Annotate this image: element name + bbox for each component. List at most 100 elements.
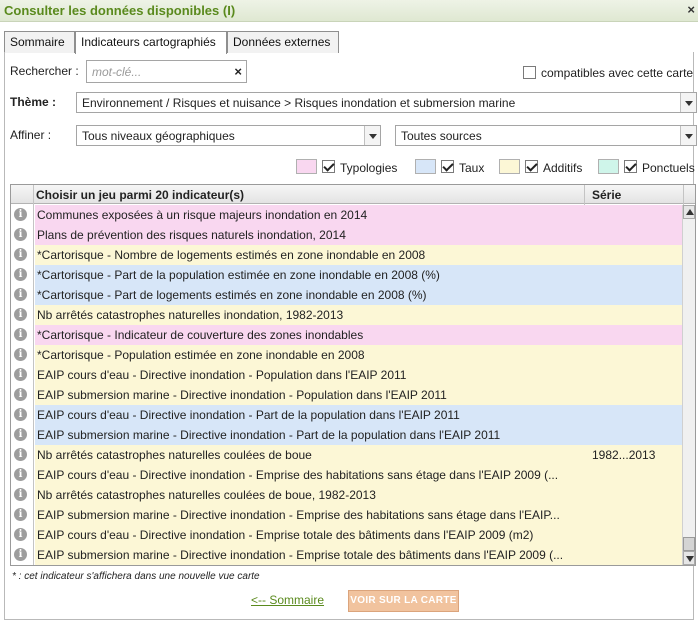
scroll-up-icon[interactable]	[683, 205, 695, 219]
additifs-checkbox[interactable]	[525, 160, 538, 173]
info-icon[interactable]: i	[14, 288, 27, 301]
indicator-row[interactable]: i *Cartorisque - Part de la population es…	[11, 265, 683, 285]
info-icon[interactable]: i	[14, 408, 27, 421]
row-background	[35, 385, 683, 405]
ponctuels-checkbox[interactable]	[624, 160, 637, 173]
tab-donnees-externes[interactable]: Données externes	[227, 31, 339, 53]
taux-checkbox[interactable]	[441, 160, 454, 173]
indicator-row[interactable]: i *Cartorisque - Part de logements estimé…	[11, 285, 683, 305]
ponctuels-swatch	[598, 159, 619, 174]
indicator-row[interactable]: i Nb arrêtés catastrophes naturelles coul…	[11, 485, 683, 505]
dialog-title: Consulter les données disponibles (I)	[4, 3, 236, 18]
indicator-name: *Cartorisque - Part de la population est…	[37, 268, 440, 282]
info-icon[interactable]: i	[14, 208, 27, 221]
indicator-row[interactable]: i EAIP submersion marine - Directive inon…	[11, 505, 683, 525]
indicator-row[interactable]: i EAIP cours d'eau - Directive inondation…	[11, 405, 683, 425]
search-label: Rechercher :	[10, 64, 79, 78]
grid-header: Choisir un jeu parmi 20 indicateur(s) Sé…	[11, 185, 695, 204]
row-background	[35, 365, 683, 385]
tab-sommaire[interactable]: Sommaire	[4, 31, 75, 53]
row-background	[35, 245, 683, 265]
row-background	[35, 225, 683, 245]
indicator-row[interactable]: i *Cartorisque - Population estimée en zo…	[11, 345, 683, 365]
clear-search-icon[interactable]: ×	[234, 64, 242, 79]
source-select[interactable]: Toutes sources	[395, 125, 697, 146]
info-icon[interactable]: i	[14, 548, 27, 561]
indicator-row[interactable]: i *Cartorisque - Indicateur de couverture…	[11, 325, 683, 345]
indicator-row[interactable]: i EAIP cours d'eau - Directive inondation…	[11, 365, 683, 385]
row-background	[35, 265, 683, 285]
compatible-checkbox[interactable]	[523, 66, 536, 79]
info-icon[interactable]: i	[14, 468, 27, 481]
indicator-row[interactable]: i Nb arrêtés catastrophes naturelles coul…	[11, 445, 683, 465]
close-icon[interactable]: ×	[687, 2, 695, 17]
row-background	[35, 345, 683, 365]
indicator-name: *Cartorisque - Nombre de logements estim…	[37, 248, 426, 262]
indicator-name: *Cartorisque - Indicateur de couverture …	[37, 328, 364, 342]
row-background	[35, 525, 683, 545]
info-icon[interactable]: i	[14, 388, 27, 401]
info-icon[interactable]: i	[14, 508, 27, 521]
indicator-row[interactable]: i EAIP submersion marine - Directive inon…	[11, 425, 683, 445]
indicator-name: Nb arrêtés catastrophes naturelles inond…	[37, 308, 344, 322]
info-icon[interactable]: i	[14, 268, 27, 281]
row-background	[35, 405, 683, 425]
indicator-row[interactable]: i EAIP submersion marine - Directive inon…	[11, 545, 683, 565]
serie-column-header[interactable]: Série	[592, 188, 622, 202]
indicator-serie: 1982...2013	[592, 448, 656, 462]
indicator-name: *Cartorisque - Part de logements estimés…	[37, 288, 427, 302]
indicator-name: EAIP submersion marine - Directive inond…	[37, 428, 501, 442]
info-icon[interactable]: i	[14, 448, 27, 461]
row-background	[35, 445, 683, 465]
indicator-row[interactable]: i Plans de prévention des risques naturel…	[11, 225, 683, 245]
chevron-down-icon[interactable]	[364, 126, 380, 145]
indicator-name: EAIP cours d'eau - Directive inondation …	[37, 368, 407, 382]
indicator-name: Nb arrêtés catastrophes naturelles coulé…	[37, 488, 376, 502]
row-background	[35, 485, 683, 505]
chevron-down-icon[interactable]	[680, 93, 696, 112]
chevron-down-icon[interactable]	[680, 126, 696, 145]
indicator-row[interactable]: i Nb arrêtés catastrophes naturelles inon…	[11, 305, 683, 325]
additifs-swatch	[499, 159, 520, 174]
tab-indicateurs-cartographies[interactable]: Indicateurs cartographiés	[75, 31, 227, 54]
info-icon[interactable]: i	[14, 348, 27, 361]
back-to-summary-link[interactable]: <-- Sommaire	[251, 593, 325, 607]
theme-select[interactable]: Environnement / Risques et nuisance > Ri…	[76, 92, 697, 113]
row-background	[35, 325, 683, 345]
typologies-label: Typologies	[340, 161, 398, 175]
indicator-row[interactable]: i *Cartorisque - Nombre de logements esti…	[11, 245, 683, 265]
row-background	[35, 465, 683, 485]
indicator-row[interactable]: i EAIP submersion marine - Directive inon…	[11, 385, 683, 405]
row-background	[35, 545, 683, 565]
info-icon[interactable]: i	[14, 488, 27, 501]
row-background	[35, 505, 683, 525]
taux-label: Taux	[459, 161, 485, 175]
info-icon[interactable]: i	[14, 528, 27, 541]
info-icon[interactable]: i	[14, 248, 27, 261]
taux-swatch	[415, 159, 436, 174]
refine-label: Affiner :	[10, 128, 52, 142]
scroll-thumb[interactable]	[683, 537, 695, 551]
indicator-name: EAIP cours d'eau - Directive inondation …	[37, 408, 460, 422]
indicator-column-header[interactable]: Choisir un jeu parmi 20 indicateur(s)	[36, 188, 245, 202]
info-icon[interactable]: i	[14, 368, 27, 381]
info-icon[interactable]: i	[14, 328, 27, 341]
geo-level-select[interactable]: Tous niveaux géographiques	[76, 125, 381, 146]
dialog-titlebar: Consulter les données disponibles (I) ×	[0, 0, 698, 22]
grid-scrollbar[interactable]	[682, 205, 695, 565]
indicator-row[interactable]: i Communes exposées à un risque majeurs i…	[11, 205, 683, 225]
view-on-map-button[interactable]: VOIR SUR LA CARTE	[348, 590, 459, 612]
scroll-down-icon[interactable]	[683, 551, 695, 565]
indicator-name: EAIP submersion marine - Directive inond…	[37, 388, 447, 402]
indicator-name: EAIP submersion marine - Directive inond…	[37, 548, 564, 562]
info-icon[interactable]: i	[14, 428, 27, 441]
info-icon[interactable]: i	[14, 308, 27, 321]
indicator-row[interactable]: i EAIP cours d'eau - Directive inondation…	[11, 465, 683, 485]
footnote: * : cet indicateur s'affichera dans une …	[12, 571, 260, 582]
info-icon[interactable]: i	[14, 228, 27, 241]
typologies-checkbox[interactable]	[322, 160, 335, 173]
search-input[interactable]: mot-clé... ×	[86, 60, 247, 83]
indicator-row[interactable]: i EAIP cours d'eau - Directive inondation…	[11, 525, 683, 545]
theme-value: Environnement / Risques et nuisance > Ri…	[82, 96, 516, 110]
